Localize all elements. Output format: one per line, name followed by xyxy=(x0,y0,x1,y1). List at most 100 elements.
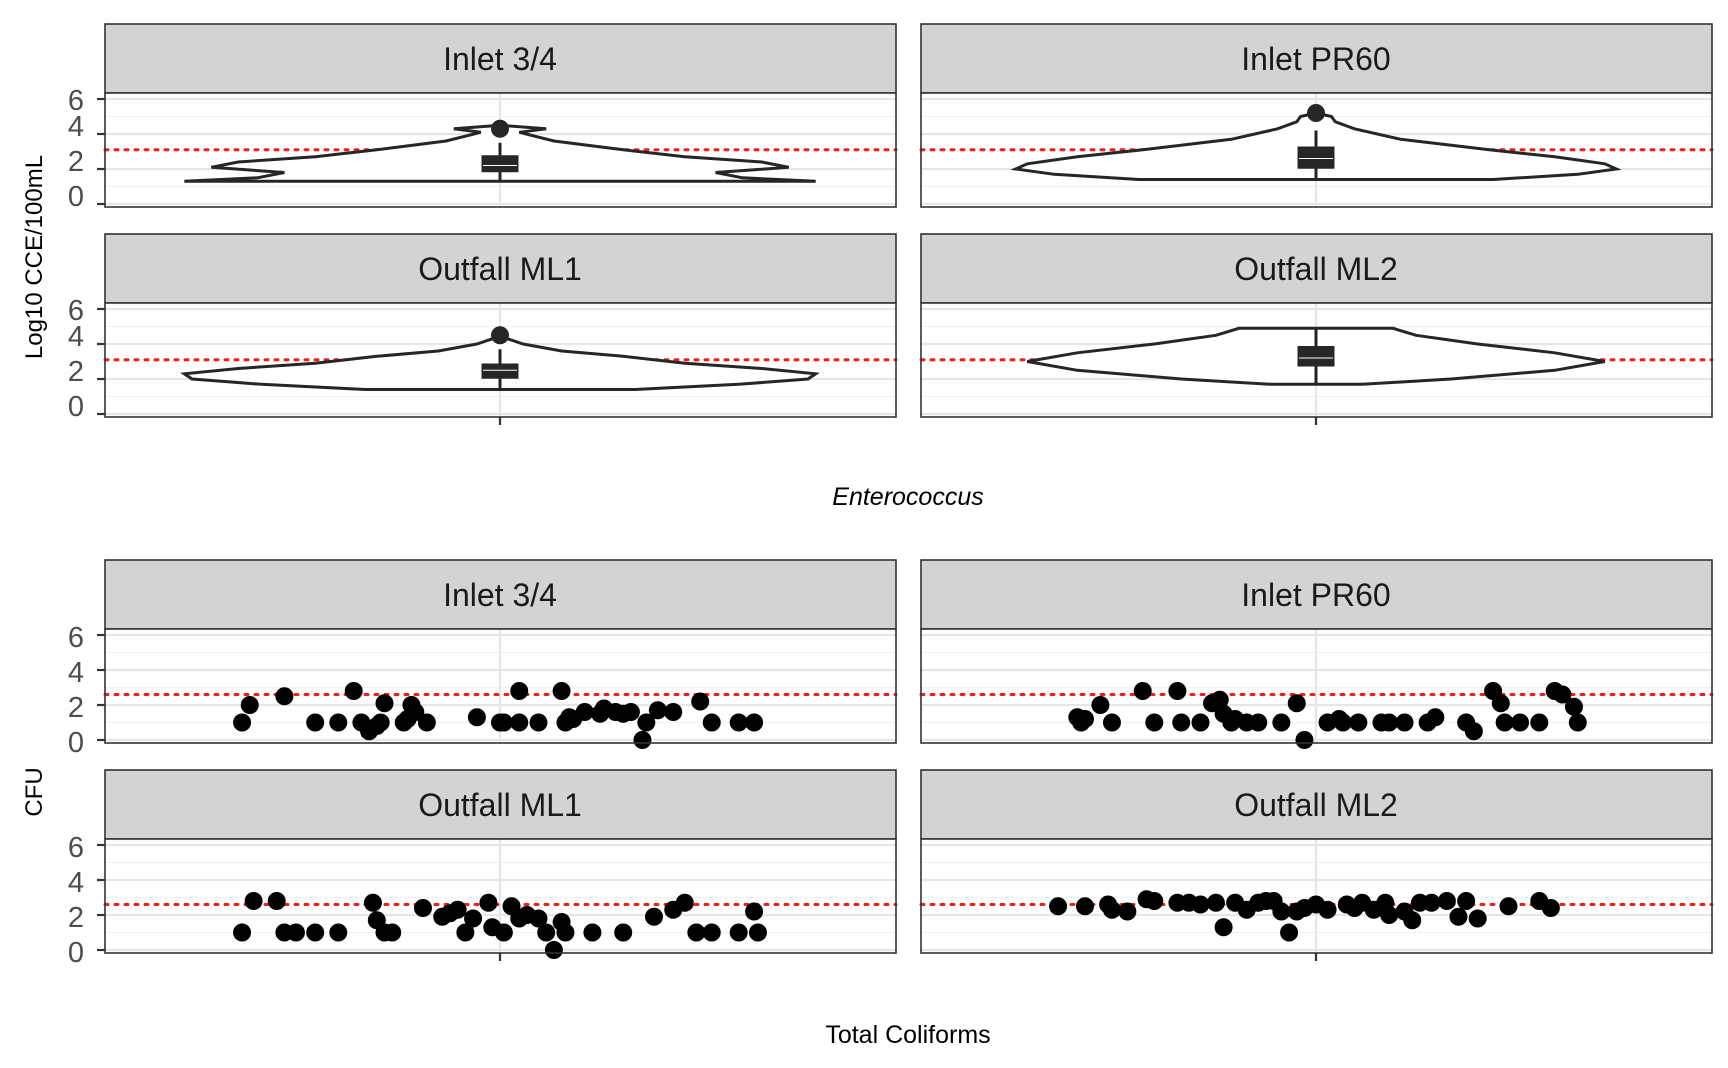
y-axis-title: Log10 CCE/100mL xyxy=(21,155,48,359)
facet-strip xyxy=(920,23,1713,94)
data-point xyxy=(1076,710,1094,728)
y-tick-label: 4 xyxy=(68,321,84,353)
data-point xyxy=(1272,902,1291,921)
data-point xyxy=(467,708,486,727)
data-point xyxy=(417,713,436,732)
data-point xyxy=(275,687,294,706)
marks xyxy=(233,682,764,749)
outlier-point xyxy=(491,119,509,138)
grid xyxy=(105,629,896,743)
data-point xyxy=(529,909,548,928)
facet-strip xyxy=(104,23,897,94)
data-point xyxy=(583,923,602,942)
data-point xyxy=(1380,906,1399,924)
y-axis-bottom: 0 2 4 6 xyxy=(68,832,105,969)
facet-outfall-ml1: Outfall ML1 xyxy=(103,233,898,418)
box xyxy=(1297,346,1335,367)
data-point xyxy=(464,909,483,928)
data-point xyxy=(748,923,767,942)
data-point xyxy=(1511,713,1530,732)
data-point xyxy=(1426,708,1445,727)
data-point xyxy=(1168,682,1187,700)
box xyxy=(1297,146,1335,169)
data-point xyxy=(664,703,683,721)
facet-strip-label: Outfall ML1 xyxy=(418,787,582,823)
facet-strip-label: Outfall ML1 xyxy=(418,251,582,287)
data-point xyxy=(729,923,748,942)
data-point xyxy=(645,907,663,926)
data-point xyxy=(529,713,548,732)
y-tick-label: 6 xyxy=(68,622,84,654)
data-point xyxy=(1464,722,1483,741)
data-point xyxy=(1457,892,1476,910)
data-point xyxy=(1541,899,1560,917)
facet-strip-label: Inlet 3/4 xyxy=(443,577,557,613)
y-axis-top: 0 2 4 6 xyxy=(68,622,105,759)
data-point xyxy=(494,713,513,732)
facet-outfall-ml2: Outfall ML2 xyxy=(919,233,1714,418)
data-point xyxy=(1295,731,1314,749)
data-point xyxy=(1091,696,1110,714)
data-point xyxy=(1145,713,1164,732)
data-point xyxy=(1118,902,1137,921)
facet-strip xyxy=(104,233,897,304)
y-axis-top: 0 2 4 6 xyxy=(68,85,105,213)
data-point xyxy=(544,941,563,959)
data-point xyxy=(552,682,571,700)
data-point xyxy=(267,892,286,910)
marks xyxy=(233,892,767,959)
data-point xyxy=(702,713,721,732)
data-point xyxy=(648,701,667,720)
data-point xyxy=(1191,895,1210,914)
data-point xyxy=(1530,713,1549,732)
data-point xyxy=(1287,694,1306,713)
enterococcus-chart: Inlet 3/4 Inlet PR60 Outfall ML1 xyxy=(21,23,1714,511)
data-point xyxy=(1049,897,1068,916)
data-point xyxy=(329,923,348,942)
y-tick-label: 0 xyxy=(68,391,84,423)
panel-border xyxy=(104,92,897,208)
box xyxy=(481,363,519,379)
data-point xyxy=(1272,713,1291,732)
data-point xyxy=(494,923,513,942)
data-point xyxy=(1191,713,1210,732)
y-tick-label: 0 xyxy=(68,727,84,759)
data-point xyxy=(363,893,382,912)
data-point xyxy=(286,923,305,942)
data-point xyxy=(371,713,390,732)
data-point xyxy=(1349,713,1368,732)
y-tick-label: 2 xyxy=(68,902,84,934)
data-point xyxy=(1206,893,1225,912)
data-point xyxy=(1403,911,1422,930)
facet-strip-label: Outfall ML2 xyxy=(1234,787,1398,823)
panel-border xyxy=(920,92,1713,208)
outlier-point xyxy=(1307,104,1325,122)
y-tick-label: 2 xyxy=(68,692,84,724)
data-point xyxy=(414,899,432,917)
data-point xyxy=(233,923,252,942)
x-axis-title: Enterococcus xyxy=(832,483,983,511)
facet-strip xyxy=(104,559,897,630)
data-point xyxy=(1214,918,1233,937)
data-point xyxy=(575,703,594,721)
facet-strip xyxy=(920,559,1713,630)
data-point xyxy=(1395,713,1414,732)
data-point xyxy=(1133,682,1152,700)
marks xyxy=(1068,682,1587,749)
data-point xyxy=(344,682,363,700)
data-point xyxy=(621,703,640,721)
data-point xyxy=(1318,900,1337,919)
data-point xyxy=(1449,907,1468,926)
data-point xyxy=(745,902,764,921)
data-point xyxy=(1249,713,1268,732)
y-tick-label: 0 xyxy=(68,181,84,213)
data-point xyxy=(329,713,348,732)
y-tick-label: 4 xyxy=(68,111,84,143)
data-point xyxy=(1437,892,1456,910)
data-point xyxy=(537,923,556,942)
data-point xyxy=(729,713,748,732)
data-point xyxy=(244,892,263,910)
y-tick-label: 6 xyxy=(68,295,84,327)
y-axis-title: CFU xyxy=(21,767,48,816)
